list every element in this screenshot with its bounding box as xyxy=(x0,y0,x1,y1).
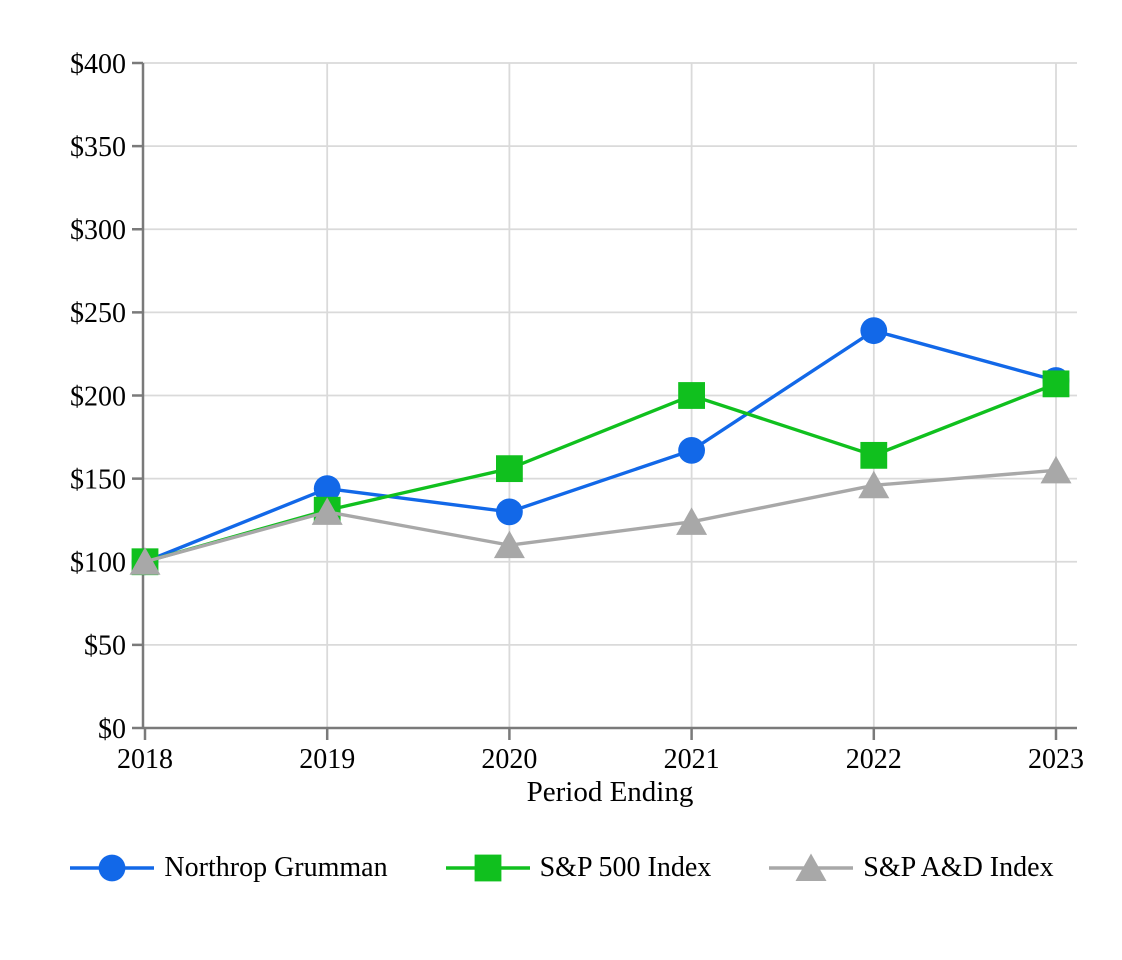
legend-label: Northrop Grumman xyxy=(164,852,388,883)
legend-item-s-p-500-index: S&P 500 Index xyxy=(444,850,712,886)
data-point-marker xyxy=(860,441,888,469)
y-tick-label: $400 xyxy=(70,49,126,80)
series-line xyxy=(144,468,1057,564)
chart-legend: Northrop Grumman S&P 500 Index S&P A&D Ind… xyxy=(0,842,1122,894)
y-tick-label: $150 xyxy=(70,464,126,495)
axes xyxy=(132,61,1077,740)
legend-item-s-p-a-d-index: S&P A&D Index xyxy=(767,850,1054,886)
x-tick-label: 2022 xyxy=(846,744,902,775)
data-point-marker xyxy=(496,455,523,483)
line-chart-canvas: $0 $50 $100 $150 $200 $250 $300 $350 $400 2018 201… xyxy=(70,49,1084,808)
legend-triangle-icon xyxy=(769,853,854,881)
legend-marker xyxy=(795,853,827,881)
legend-label: S&P 500 Index xyxy=(539,852,712,883)
data-series xyxy=(129,317,1072,576)
x-tick-label: 2018 xyxy=(117,744,173,775)
data-point-marker xyxy=(493,530,525,559)
y-tick-label: $0 xyxy=(98,714,126,745)
data-point-marker xyxy=(496,498,523,526)
y-tick-label: $250 xyxy=(70,298,126,329)
y-tick-label: $200 xyxy=(70,381,126,412)
x-tick-label: 2021 xyxy=(664,744,720,775)
axis-labels: $0 $50 $100 $150 $200 $250 $300 $350 $400 2018 201… xyxy=(70,49,1084,775)
legend-marker xyxy=(474,854,502,882)
data-point-marker xyxy=(678,382,705,409)
legend-circle-icon xyxy=(70,854,155,882)
data-point-marker xyxy=(1040,455,1072,484)
gridlines xyxy=(143,62,1077,728)
legend-label: S&P A&D Index xyxy=(863,852,1054,883)
data-point-marker xyxy=(858,470,890,499)
legend-marker xyxy=(99,854,126,882)
data-point-marker xyxy=(678,436,705,464)
y-tick-label: $300 xyxy=(70,215,126,246)
legend-square-icon xyxy=(445,854,530,882)
series-line xyxy=(144,328,1057,564)
y-tick-label: $350 xyxy=(70,132,126,163)
data-point-marker xyxy=(860,317,888,345)
x-tick-label: 2020 xyxy=(481,744,537,775)
series-s-p-a-d-index xyxy=(129,455,1072,575)
x-axis-title: Period Ending xyxy=(527,776,694,808)
data-point-marker xyxy=(129,547,161,575)
x-tick-label: 2023 xyxy=(1028,744,1084,775)
y-tick-label: $50 xyxy=(84,631,126,662)
y-tick-label: $100 xyxy=(70,548,126,579)
series-s-p-500-index xyxy=(131,370,1070,576)
x-tick-label: 2019 xyxy=(299,744,355,775)
data-point-marker xyxy=(1042,370,1070,398)
data-point-marker xyxy=(313,475,341,502)
data-point-marker xyxy=(676,507,708,535)
legend-item-northrop-grumman: Northrop Grumman xyxy=(68,850,388,886)
series-northrop-grumman xyxy=(131,317,1070,576)
data-point-marker xyxy=(311,497,343,525)
